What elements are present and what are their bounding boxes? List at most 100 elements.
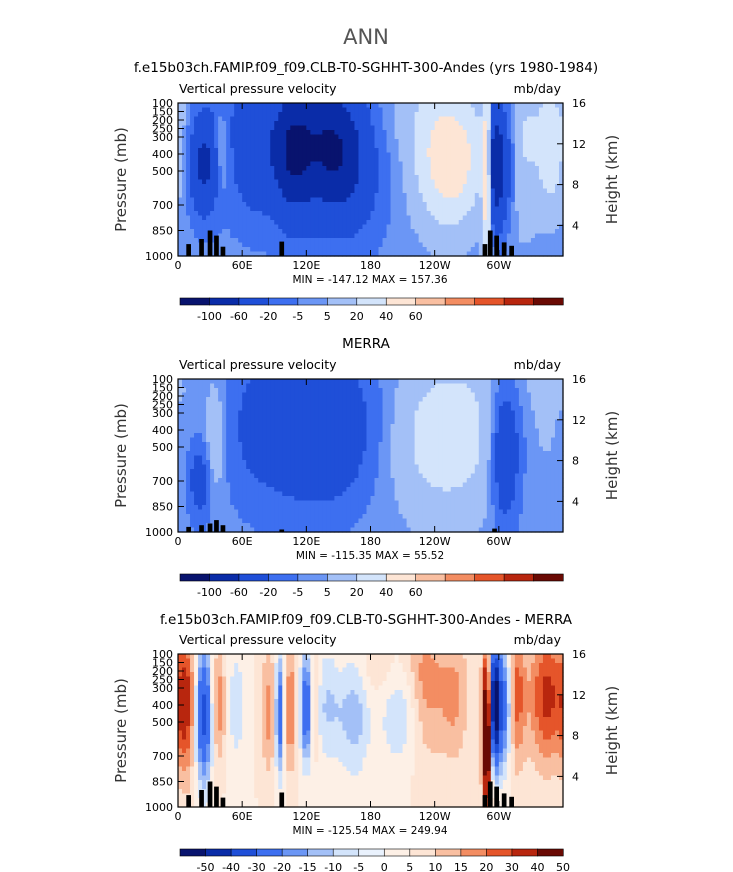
heatmap-cell — [266, 107, 271, 113]
heatmap-cell — [258, 143, 263, 149]
heatmap-cell — [274, 215, 279, 221]
heatmap-cell — [546, 401, 552, 407]
heatmap-cell — [278, 103, 283, 109]
colorbar-label: -20 — [259, 310, 277, 323]
heatmap-cell — [286, 161, 291, 167]
heatmap-cell — [310, 125, 315, 131]
heatmap-cell — [454, 170, 460, 176]
heatmap-cell — [186, 193, 191, 199]
heatmap-cell — [382, 415, 388, 421]
heatmap-cell — [374, 392, 380, 398]
heatmap-cell — [198, 179, 203, 185]
heatmap-cell — [534, 107, 540, 113]
heatmap-cell — [390, 143, 396, 149]
heatmap-cell — [358, 152, 364, 158]
heatmap-cell — [546, 238, 552, 244]
x-tick-label: 60W — [486, 259, 511, 272]
heatmap-cell — [318, 388, 323, 394]
heatmap-cell — [558, 383, 564, 389]
heatmap-cell — [298, 233, 303, 239]
heatmap-cell — [350, 233, 356, 239]
heatmap-cell — [390, 206, 396, 212]
heatmap-cell — [534, 197, 540, 203]
heatmap-cell — [382, 152, 388, 158]
colorbar-swatch — [209, 297, 240, 306]
heatmap-cell — [354, 134, 360, 140]
heatmap-cell — [414, 134, 420, 140]
heatmap-cell — [410, 116, 416, 122]
heatmap-cell — [454, 152, 460, 158]
heatmap-cell — [230, 451, 235, 457]
heatmap-cell — [458, 139, 464, 145]
heatmap-cell — [466, 383, 472, 389]
heatmap-cell — [530, 107, 536, 113]
heatmap-cell — [438, 121, 444, 127]
heatmap-cell — [522, 130, 528, 136]
heatmap-cell — [406, 116, 412, 122]
heatmap-cell — [378, 220, 384, 226]
heatmap-cell — [242, 424, 247, 430]
heatmap-cell — [334, 166, 340, 172]
heatmap-cell — [450, 247, 456, 253]
heatmap-cell — [430, 410, 436, 416]
heatmap-cell — [282, 121, 287, 127]
heatmap-cell — [410, 383, 416, 389]
heatmap-cell — [522, 134, 528, 140]
heatmap-cell — [430, 433, 436, 439]
heatmap-cell — [386, 224, 392, 230]
heatmap-cell — [462, 161, 468, 167]
heatmap-cell — [338, 392, 344, 398]
heatmap-cell — [506, 206, 512, 212]
heatmap-cell — [370, 130, 376, 136]
heatmap-cell — [406, 179, 412, 185]
heatmap-cell — [446, 215, 452, 221]
heatmap-cell — [530, 121, 536, 127]
heatmap-cell — [458, 224, 464, 230]
heatmap-cell — [222, 170, 227, 176]
heatmap-cell — [382, 238, 388, 244]
heatmap-cell — [274, 125, 279, 131]
heatmap-cell — [546, 437, 552, 443]
heatmap-cell — [330, 415, 336, 421]
heatmap-cell — [406, 161, 412, 167]
heatmap-cell — [434, 424, 440, 430]
heatmap-cell — [334, 125, 340, 131]
heatmap-cell — [434, 107, 440, 113]
heatmap-cell — [534, 184, 540, 190]
heatmap-cell — [202, 148, 207, 154]
heatmap-cell — [530, 233, 536, 239]
heatmap-cell — [462, 242, 468, 248]
heatmap-cell — [546, 251, 552, 257]
heatmap-cell — [466, 103, 472, 109]
heatmap-cell — [502, 419, 508, 425]
heatmap-cell — [246, 175, 251, 181]
heatmap-cell — [282, 166, 287, 172]
heatmap-cell — [518, 166, 524, 172]
heatmap-cell — [370, 406, 376, 412]
heatmap-cell — [202, 206, 207, 212]
heatmap-cell — [414, 428, 420, 434]
heatmap-cell — [402, 121, 408, 127]
heatmap-cell — [198, 383, 203, 389]
heatmap-cell — [206, 211, 211, 217]
heatmap-cell — [550, 139, 556, 145]
heatmap-cell — [466, 392, 472, 398]
heatmap-cell — [210, 166, 215, 172]
heatmap-cell — [366, 437, 372, 443]
heatmap-cell — [394, 424, 400, 430]
heatmap-cell — [178, 152, 183, 158]
heatmap-cell — [406, 415, 412, 421]
heatmap-cell — [358, 446, 364, 452]
heatmap-cell — [502, 220, 508, 226]
heatmap-cell — [406, 202, 412, 208]
heatmap-cell — [286, 184, 291, 190]
heatmap-cell — [538, 220, 544, 226]
heatmap-cell — [486, 415, 492, 421]
heatmap-cell — [366, 130, 372, 136]
heatmap-cell — [238, 130, 243, 136]
heatmap-cell — [338, 383, 344, 389]
heatmap-cell — [186, 211, 191, 217]
heatmap-cell — [418, 383, 424, 389]
heatmap-cell — [322, 157, 327, 163]
heatmap-cell — [214, 179, 219, 185]
